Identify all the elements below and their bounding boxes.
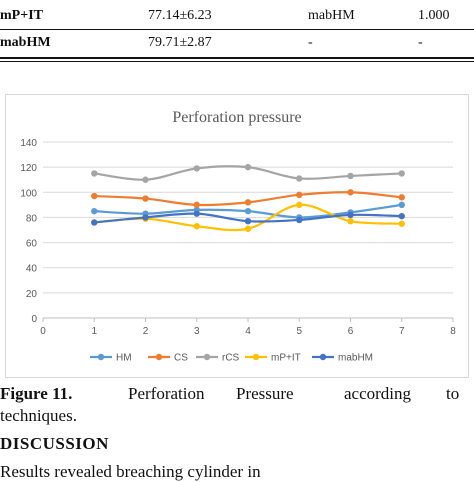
x-tick-label: 8 [450, 326, 456, 337]
data-point-mp-it [398, 220, 405, 227]
data-point-mp-it [244, 225, 252, 232]
data-point-mabhm [296, 216, 303, 224]
legend-marker-mabhm [319, 353, 327, 361]
y-tick-label: 60 [26, 239, 38, 250]
data-point-cs [398, 194, 405, 201]
data-point-mabhm [193, 210, 200, 217]
legend-entry: rCS [222, 353, 240, 364]
y-tick-label: 140 [20, 138, 37, 149]
table-row: mP+IT 77.14±6.23 mabHM 1.000 [0, 6, 474, 28]
caption-line: techniques. [0, 406, 77, 425]
data-point-mabhm [91, 219, 98, 226]
technique-cell: mP+IT [0, 8, 43, 23]
p-value-cell: 1.000 [418, 8, 450, 23]
table-bottom-rule-thin [0, 61, 474, 62]
data-point-rcs [398, 170, 405, 177]
data-point-hm [91, 207, 98, 215]
perforation-pressure-chart: Perforation pressure 0 20 40 60 80 100 120 140 0… [5, 94, 469, 378]
data-point-mp-it [347, 218, 354, 225]
data-point-mp-it [193, 223, 200, 230]
y-tick-label: 80 [26, 213, 38, 224]
legend-marker-mp-it [252, 353, 260, 361]
caption-word: to [446, 384, 460, 403]
data-point-rcs [244, 163, 252, 171]
data-point-cs [244, 199, 252, 206]
data-point-mabhm [398, 212, 405, 220]
data-point-rcs [296, 175, 303, 182]
tick-layer: 0 20 40 60 80 100 120 140 0 1 2 3 4 5 6 7 8 [20, 138, 456, 337]
value-cell: 79.71±2.87 [148, 35, 212, 50]
y-tick-label: 100 [20, 188, 37, 199]
value-cell: 77.14±6.23 [148, 8, 212, 23]
y-tick-label: 120 [20, 163, 37, 174]
caption-word: Pressure [236, 384, 294, 403]
legend-entry: HM [116, 353, 132, 364]
table-bottom-rule [0, 57, 474, 59]
section-heading: DISCUSSION [0, 434, 109, 453]
data-point-rcs [347, 172, 354, 180]
legend-entry: mabHM [338, 353, 373, 364]
y-tick-label: 20 [26, 289, 38, 300]
chart-svg: Perforation pressure 0204060801001201400… [20, 109, 456, 364]
caption-word: according [344, 384, 412, 403]
x-tick-label: 6 [348, 326, 354, 337]
x-tick-label: 7 [399, 326, 405, 337]
data-point-cs [347, 189, 354, 196]
compare-cell: mabHM [308, 8, 355, 23]
data-point-mabhm [347, 211, 354, 219]
x-tick-label: 2 [143, 326, 149, 337]
y-tick-label: 40 [26, 264, 38, 275]
legend-marker-rcs [203, 353, 211, 361]
caption-word: Perforation [128, 384, 205, 403]
data-point-cs [296, 191, 303, 198]
x-tick-label: 0 [40, 326, 46, 337]
data-point-rcs [91, 170, 98, 177]
row-divider [0, 29, 474, 30]
body-text: Results revealed breaching cylinder in [0, 462, 261, 481]
legend-entry: mP+IT [271, 353, 301, 364]
chart-title: Perforation pressure [172, 109, 301, 126]
data-point-mp-it [296, 201, 303, 209]
y-tick-label: 0 [31, 314, 37, 325]
legend-marker-hm [97, 353, 105, 361]
x-tick-label: 1 [91, 326, 97, 337]
grid-layer [43, 141, 453, 319]
data-point-rcs [193, 165, 200, 172]
data-point-mabhm [244, 218, 252, 225]
x-tick-label: 5 [296, 326, 302, 337]
x-tick-label: 4 [245, 326, 251, 337]
table-row: mabHM 79.71±2.87 - - [0, 33, 474, 55]
series-layer [91, 163, 405, 232]
p-value-cell: - [418, 35, 423, 50]
legend: HM CS rCS mP+IT mabHM [90, 353, 373, 364]
data-point-cs [193, 201, 200, 209]
compare-cell: - [308, 35, 313, 50]
data-point-cs [142, 195, 149, 202]
results-table-fragment: mP+IT 77.14±6.23 mabHM 1.000 mabHM 79.71… [0, 0, 474, 66]
data-point-hm [244, 207, 252, 215]
data-point-cs [91, 192, 98, 200]
data-point-hm [398, 201, 405, 209]
legend-marker-cs [155, 353, 163, 361]
legend-entry: CS [174, 353, 188, 364]
data-point-mabhm [142, 214, 149, 221]
figure-label: Figure 11. [0, 384, 73, 403]
x-tick-label: 3 [194, 326, 200, 337]
data-point-rcs [142, 176, 149, 183]
technique-cell: mabHM [0, 35, 51, 50]
